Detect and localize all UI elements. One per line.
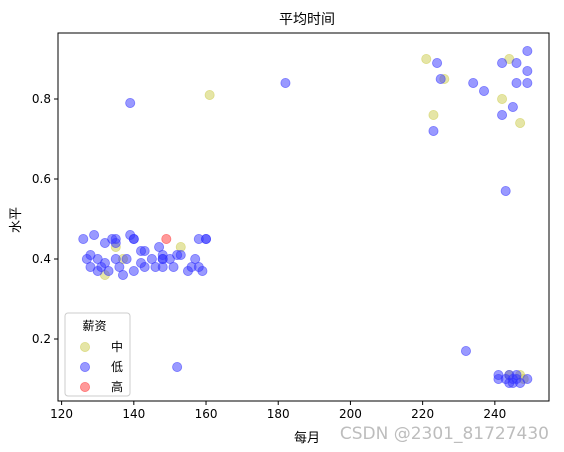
data-point [497,94,508,105]
data-point [522,373,533,384]
data-point [460,345,471,356]
y-tick-label: 0.6 [32,172,51,186]
data-point [139,261,150,272]
data-point [522,78,533,89]
series-2 [161,233,172,244]
data-point [201,233,212,244]
legend-marker [80,361,91,372]
data-point [78,233,89,244]
data-point [515,118,526,129]
data-points [78,46,533,388]
x-tick-label: 160 [195,407,218,421]
axes: 120 140 160 180 200 220 240 0.2 0.4 0.6 0.8 [32,92,506,421]
plot-area [57,32,550,402]
data-point [500,185,511,196]
data-point [161,233,172,244]
data-point [497,110,508,121]
data-point [128,265,139,276]
legend-title: 薪资 [82,319,106,333]
data-point [421,54,432,65]
data-point [479,86,490,97]
data-point [428,126,439,137]
data-point [204,90,215,101]
data-point [468,78,479,89]
data-point [511,58,522,69]
legend-label: 中 [111,339,123,354]
series-1 [78,46,533,388]
data-point [103,265,114,276]
x-tick-label: 120 [50,407,73,421]
data-point [280,78,291,89]
x-tick-label: 180 [267,407,290,421]
data-point [117,269,128,280]
data-point [128,233,139,244]
data-point [172,361,183,372]
data-point [121,253,132,264]
watermark-text: CSDN @2301_81727430 [340,424,549,444]
legend-marker [80,381,91,392]
data-point [197,265,208,276]
data-point [497,58,508,69]
data-point [139,245,150,256]
y-tick-label: 0.8 [32,92,51,106]
y-tick-label: 0.2 [32,332,51,346]
data-point [435,74,446,85]
x-tick-label: 220 [411,407,434,421]
y-tick-label: 0.4 [32,252,51,266]
data-point [89,229,100,240]
legend-label: 高 [111,379,123,394]
data-point [432,58,443,69]
legend-label: 低 [111,360,123,374]
data-point [522,46,533,57]
data-point [507,102,518,113]
x-tick-label: 200 [339,407,362,421]
data-point [175,249,186,260]
data-point [522,66,533,77]
data-point [511,78,522,89]
data-point [428,110,439,121]
data-point [168,261,179,272]
x-tick-label: 140 [122,407,145,421]
legend-box [64,312,131,397]
x-axis-label: 每月 [294,430,320,446]
data-point [125,98,136,109]
x-tick-label: 240 [483,407,506,421]
chart-title: 平均时间 [279,12,335,28]
data-point [110,233,121,244]
plot-border [57,32,550,402]
y-axis-label: 水平 [9,207,24,233]
legend-marker [80,341,91,352]
